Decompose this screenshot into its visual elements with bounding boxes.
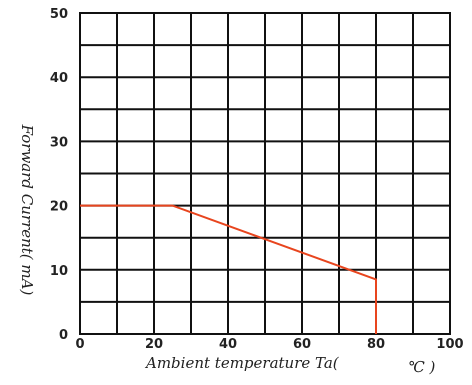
y-tick-label: 0 xyxy=(59,328,68,343)
series-line-1 xyxy=(80,204,377,334)
y-tick-label: 40 xyxy=(50,71,68,86)
y-axis-label: Forward Current( mA) xyxy=(18,124,36,296)
series-layer xyxy=(80,204,377,334)
y-tick-label: 10 xyxy=(50,264,68,279)
x-tick-label: 40 xyxy=(219,337,237,352)
x-tick-label: 100 xyxy=(436,337,463,352)
plot-frame xyxy=(79,12,451,335)
y-tick-label: 50 xyxy=(50,7,68,22)
x-tick-label: 0 xyxy=(75,337,84,352)
x-tick-label: 60 xyxy=(293,337,311,352)
x-tick-label: 80 xyxy=(367,337,385,352)
y-tick-label: 30 xyxy=(50,135,68,150)
grid-lines xyxy=(80,13,450,334)
x-axis-label: Ambient temperature Ta( xyxy=(144,354,340,372)
x-axis-unit: ℃ ) xyxy=(408,358,436,376)
x-tick-label: 20 xyxy=(145,337,163,352)
y-tick-label: 20 xyxy=(50,200,68,215)
x-tick-labels: 0 20 40 60 80 100 xyxy=(75,337,463,352)
y-tick-labels: 0 10 20 30 40 50 xyxy=(50,7,68,343)
